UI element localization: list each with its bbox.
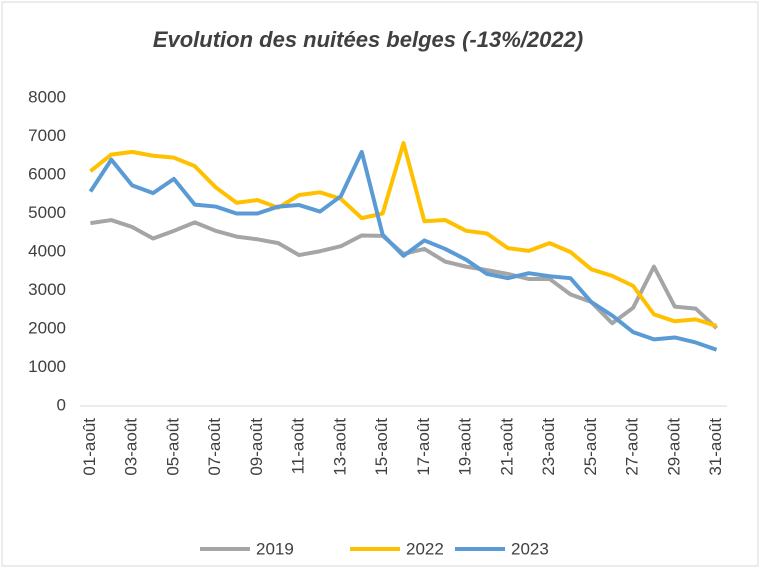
x-tick-label: 17-août (414, 418, 433, 476)
x-tick-label: 09-août (247, 418, 266, 476)
line-series (88, 149, 718, 352)
x-tick-label: 25-août (581, 418, 600, 476)
y-tick-label: 6000 (28, 164, 66, 183)
x-tick-label: 23-août (539, 418, 558, 476)
x-tick-label: 27-août (623, 418, 642, 476)
legend-label: 2023 (511, 539, 549, 558)
y-tick-label: 3000 (28, 280, 66, 299)
x-tick-label: 29-août (664, 418, 683, 476)
chart-title: Evolution des nuitées belges (-13%/2022) (153, 27, 583, 52)
legend-label: 2022 (406, 539, 444, 558)
x-tick-label: 05-août (163, 418, 182, 476)
y-tick-label: 7000 (28, 126, 66, 145)
x-tick-label: 03-août (122, 418, 141, 476)
y-tick-label: 1000 (28, 357, 66, 376)
legend-label: 2019 (256, 539, 294, 558)
line-series (89, 141, 718, 328)
y-tick-label: 5000 (28, 203, 66, 222)
y-tick-label: 8000 (28, 87, 66, 106)
x-tick-label: 07-août (205, 418, 224, 476)
y-tick-label: 2000 (28, 318, 66, 337)
x-tick-label: 15-août (372, 418, 391, 476)
x-tick-label: 01-août (80, 418, 99, 476)
x-tick-label: 13-août (330, 418, 349, 476)
y-tick-label: 0 (57, 395, 66, 414)
x-tick-label: 19-août (456, 418, 475, 476)
y-tick-label: 4000 (28, 241, 66, 260)
x-tick-label: 11-août (289, 418, 308, 475)
x-tick-label: 21-août (497, 418, 516, 476)
x-tick-label: 31-août (706, 418, 725, 476)
